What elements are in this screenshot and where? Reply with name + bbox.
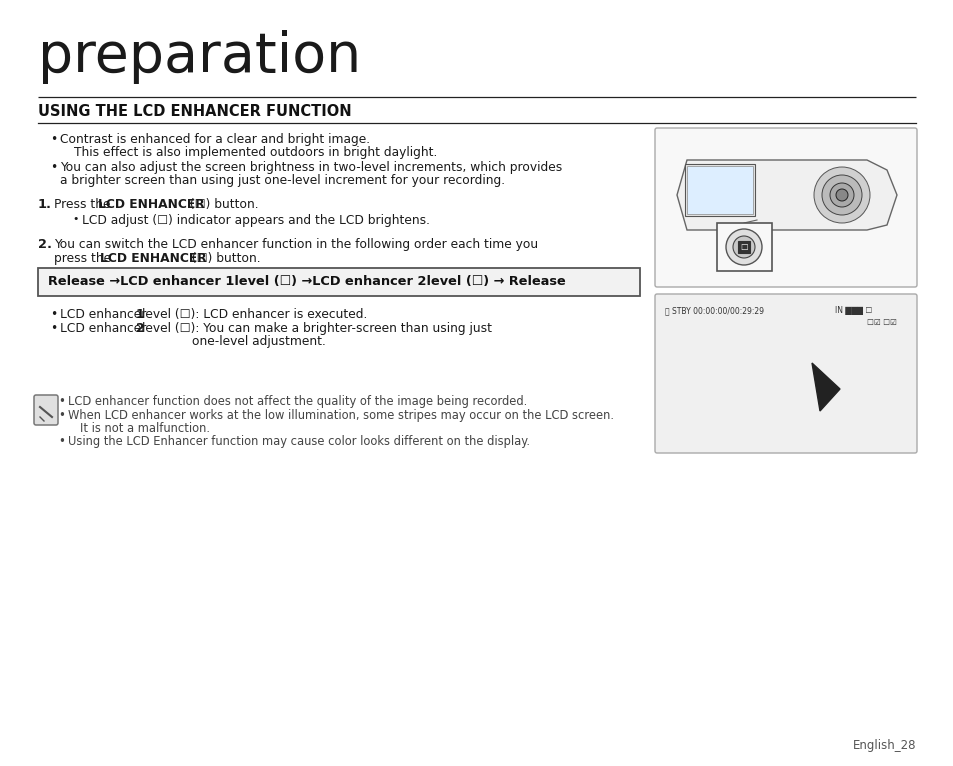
Text: (☐) button.: (☐) button. (186, 198, 258, 211)
Text: •: • (50, 133, 57, 146)
Text: •: • (71, 214, 78, 224)
Text: When LCD enhancer works at the low illumination, some stripes may occur on the L: When LCD enhancer works at the low illum… (68, 409, 614, 422)
Text: 2.: 2. (38, 238, 52, 251)
Circle shape (821, 175, 862, 215)
Text: 1.: 1. (38, 198, 52, 211)
Circle shape (725, 229, 761, 265)
Text: LCD adjust (☐) indicator appears and the LCD brightens.: LCD adjust (☐) indicator appears and the… (82, 214, 430, 227)
FancyBboxPatch shape (655, 294, 916, 453)
Circle shape (813, 167, 869, 223)
Circle shape (835, 189, 847, 201)
FancyBboxPatch shape (686, 166, 752, 214)
Text: LCD ENHANCER: LCD ENHANCER (100, 252, 207, 265)
FancyBboxPatch shape (717, 223, 771, 271)
Text: IN ███ ☐: IN ███ ☐ (834, 306, 871, 315)
FancyBboxPatch shape (34, 395, 58, 425)
Text: Press the: Press the (54, 198, 114, 211)
Text: 2: 2 (136, 322, 145, 335)
Text: •: • (50, 308, 57, 321)
Text: LCD enhancer function does not affect the quality of the image being recorded.: LCD enhancer function does not affect th… (68, 395, 527, 408)
Text: one-level adjustment.: one-level adjustment. (192, 335, 326, 348)
Text: English_28: English_28 (852, 739, 915, 752)
Circle shape (732, 236, 754, 258)
Text: USING THE LCD ENHANCER FUNCTION: USING THE LCD ENHANCER FUNCTION (38, 104, 352, 119)
Text: 🎥 STBY 00:00:00/00:29:29: 🎥 STBY 00:00:00/00:29:29 (664, 306, 763, 315)
Text: preparation: preparation (38, 30, 361, 84)
Text: •: • (58, 409, 65, 422)
Text: •: • (50, 161, 57, 174)
Text: LCD enhancer: LCD enhancer (60, 322, 150, 335)
Text: •: • (58, 435, 65, 448)
Text: press the: press the (54, 252, 115, 265)
FancyBboxPatch shape (38, 268, 639, 296)
Text: Release →LCD enhancer 1level (☐) →LCD enhancer 2level (☐) → Release: Release →LCD enhancer 1level (☐) →LCD en… (48, 276, 565, 289)
Text: (☐) button.: (☐) button. (188, 252, 260, 265)
FancyBboxPatch shape (738, 241, 749, 253)
Text: •: • (58, 395, 65, 408)
Polygon shape (677, 160, 896, 230)
FancyBboxPatch shape (684, 164, 754, 216)
Text: You can also adjust the screen brightness in two-level increments, which provide: You can also adjust the screen brightnes… (60, 161, 561, 174)
Text: LCD ENHANCER: LCD ENHANCER (98, 198, 204, 211)
Text: ☐☑ ☐☑: ☐☑ ☐☑ (866, 318, 896, 327)
Text: It is not a malfunction.: It is not a malfunction. (80, 422, 210, 435)
Text: This effect is also implemented outdoors in bright daylight.: This effect is also implemented outdoors… (74, 146, 436, 159)
Circle shape (829, 183, 853, 207)
Polygon shape (811, 363, 840, 411)
Text: ☐: ☐ (740, 243, 747, 251)
Text: LCD enhancer: LCD enhancer (60, 308, 150, 321)
Text: You can switch the LCD enhancer function in the following order each time you: You can switch the LCD enhancer function… (54, 238, 537, 251)
Text: 1: 1 (136, 308, 145, 321)
Text: level (☐): You can make a brighter-screen than using just: level (☐): You can make a brighter-scree… (142, 322, 492, 335)
Text: Using the LCD Enhancer function may cause color looks different on the display.: Using the LCD Enhancer function may caus… (68, 435, 530, 448)
Text: a brighter screen than using just one-level increment for your recording.: a brighter screen than using just one-le… (60, 174, 504, 187)
Text: Contrast is enhanced for a clear and bright image.: Contrast is enhanced for a clear and bri… (60, 133, 370, 146)
Text: level (☐): LCD enhancer is executed.: level (☐): LCD enhancer is executed. (142, 308, 367, 321)
Text: •: • (50, 322, 57, 335)
FancyBboxPatch shape (655, 128, 916, 287)
